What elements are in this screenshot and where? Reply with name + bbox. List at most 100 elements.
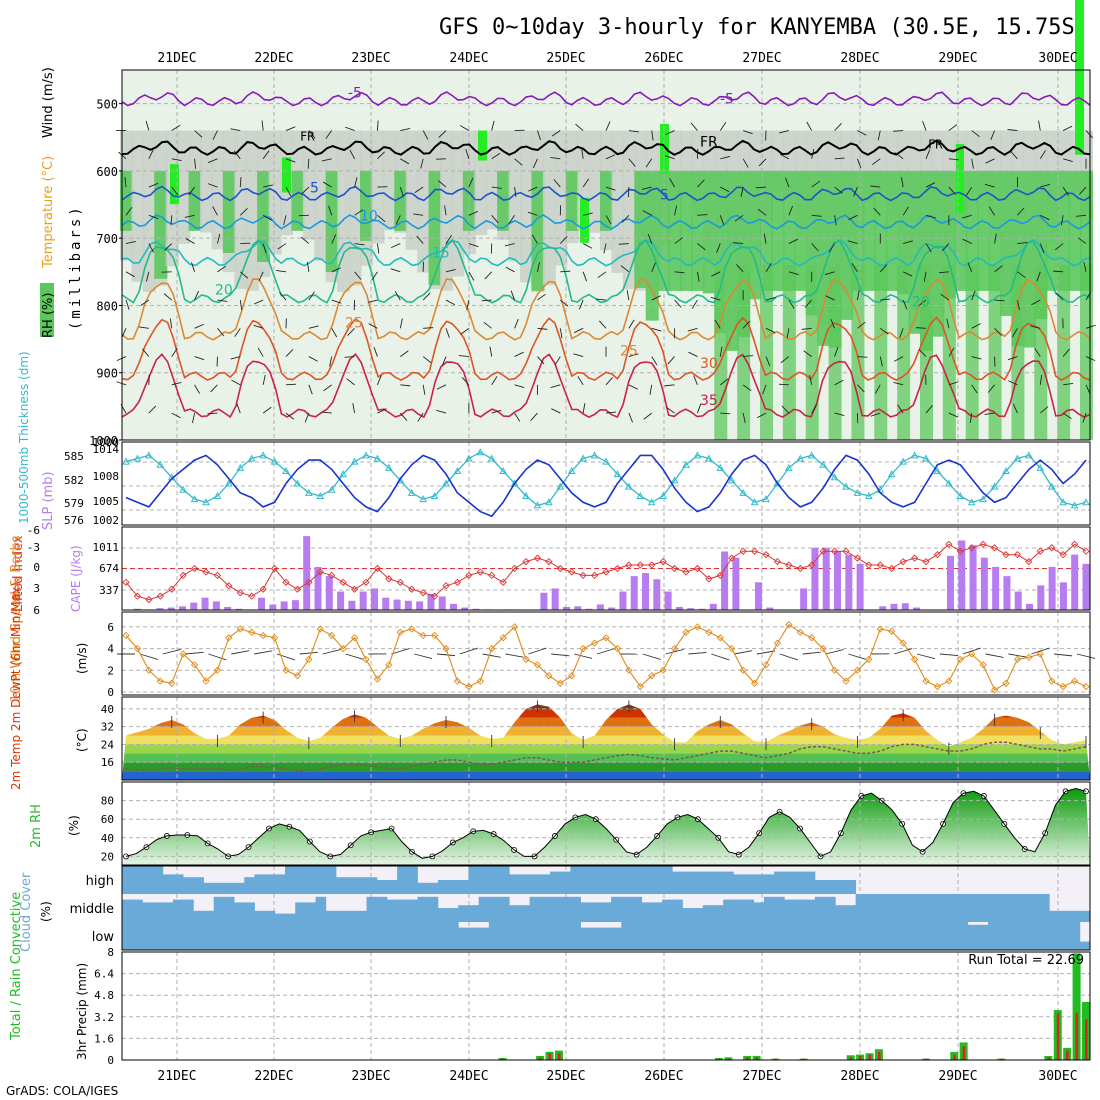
wind10-barb — [756, 650, 776, 655]
cloud-cell — [468, 927, 480, 950]
lifted-index-point — [1013, 551, 1022, 559]
cloud-cell — [295, 922, 306, 950]
cloud-cell — [814, 922, 826, 950]
wind-speed-line — [125, 623, 1087, 691]
wind-speed-point — [1036, 650, 1044, 658]
wind-barb — [164, 243, 173, 251]
cloud-cell — [162, 874, 174, 894]
wind-barb — [880, 327, 889, 335]
cloud-cell — [509, 874, 520, 894]
wind-barb — [210, 384, 218, 393]
wind-barb — [971, 384, 978, 394]
thickness-point — [887, 470, 896, 478]
cloud-cell — [1059, 910, 1071, 922]
wind-barb — [537, 356, 545, 365]
wind-barb — [628, 130, 639, 133]
wind-barb — [948, 186, 956, 195]
thickness-point — [819, 460, 827, 468]
wind-barb — [938, 271, 949, 274]
wind-barb — [765, 263, 772, 273]
chart-title: GFS 0~10day 3-hourly for KANYEMBA (30.5E… — [439, 15, 1088, 40]
cloud-cell — [346, 910, 357, 922]
cloud-cell — [305, 922, 316, 950]
wind-barb — [674, 237, 683, 244]
thickness-point — [1059, 498, 1067, 506]
temperature-contour-30 — [121, 316, 1091, 382]
wind-barb — [697, 214, 708, 216]
thickness-point — [236, 463, 245, 471]
cape-bar — [879, 606, 887, 610]
wind-barb — [285, 412, 295, 420]
wind-barb — [550, 156, 561, 160]
wind-barb — [420, 158, 424, 169]
temperature-contour-35 — [121, 352, 1091, 419]
wind-barb — [719, 346, 723, 357]
precip-total-bar — [1072, 953, 1081, 1060]
precip-convective-bar — [727, 1058, 730, 1060]
wind-barb — [857, 158, 862, 169]
wind-barb — [765, 296, 776, 301]
wind10-barb — [391, 648, 410, 655]
wind-barb — [116, 356, 127, 362]
cloud-cell — [223, 896, 235, 922]
wind-barb — [491, 152, 501, 160]
cloud-cell — [967, 924, 979, 950]
cloud-cell — [499, 896, 510, 922]
wind-barb — [971, 130, 980, 138]
wind-tick-label: 0 — [107, 686, 114, 699]
wind-barb — [642, 210, 652, 216]
cape-bar — [269, 604, 277, 610]
wind-barb — [893, 381, 904, 386]
day-label-bottom: 24DEC — [449, 1069, 488, 1084]
rh-green-cell — [794, 170, 808, 291]
cloud-cell — [855, 894, 867, 922]
wind-barb — [277, 243, 287, 250]
wind-barb — [578, 299, 584, 310]
cape-bar — [619, 591, 627, 610]
temp-band — [122, 704, 1090, 709]
wind-barb — [239, 208, 248, 216]
wind-barb — [460, 327, 470, 335]
wind-barb — [711, 271, 721, 277]
wind-barb — [483, 321, 492, 329]
cloud-cell — [468, 866, 480, 894]
wind-barb — [647, 234, 653, 244]
wind-barb — [687, 327, 698, 332]
wind-barb — [645, 158, 653, 168]
wind10-barb — [825, 649, 844, 655]
wind-barb — [445, 299, 456, 306]
cloud-cell — [1049, 910, 1060, 922]
cloud-cell — [213, 922, 225, 950]
wind10-barb — [894, 648, 913, 655]
wind-barb — [216, 233, 221, 244]
thickness-point — [156, 460, 165, 468]
cloud-cell — [937, 922, 948, 950]
wind-barb — [461, 377, 470, 386]
cloud-cell — [142, 902, 153, 922]
thickness-point — [659, 491, 667, 499]
cloud-cell — [152, 866, 164, 894]
wind-barb — [262, 243, 267, 254]
cloud-cell — [305, 902, 316, 922]
rh-gray-cell — [611, 130, 625, 273]
rh-green-cell — [782, 170, 796, 291]
wind-barb — [720, 186, 730, 193]
thickness-point — [625, 482, 633, 490]
cloud-cell — [702, 871, 714, 894]
lifted-axis-label: Lifted Index — [11, 535, 26, 612]
cape-bar — [1003, 576, 1011, 610]
wind-barb — [1016, 299, 1020, 310]
wind-barb — [1017, 271, 1026, 279]
wind-barb — [742, 412, 746, 423]
cloud-cell — [712, 871, 724, 894]
cloud-cell — [132, 922, 143, 950]
wind-barb — [948, 381, 959, 386]
wind-barb — [1039, 374, 1043, 385]
wind-barb — [666, 406, 675, 414]
rh-lower-green-cell — [1080, 265, 1093, 440]
cloud-cell — [1059, 922, 1071, 950]
wind-barb — [377, 214, 386, 223]
wind-barb — [785, 177, 790, 188]
wind-barb — [1085, 130, 1094, 139]
wind-barb — [902, 206, 909, 216]
